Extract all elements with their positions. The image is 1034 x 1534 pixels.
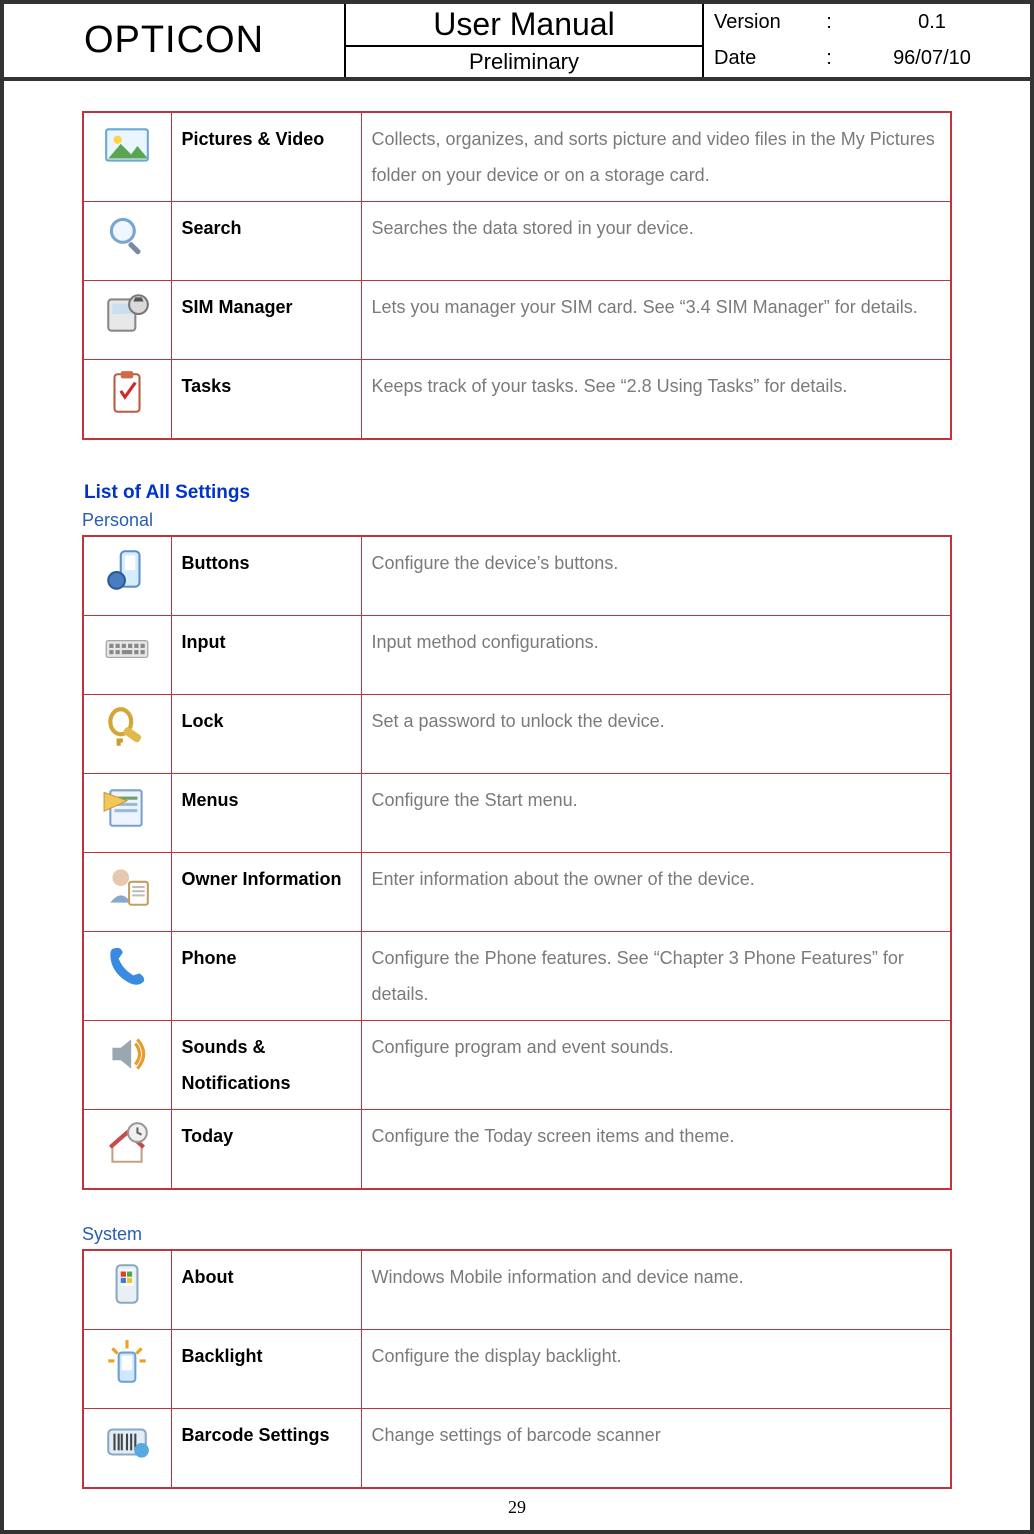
feature-name: About [171, 1250, 361, 1330]
feature-name: Lock [171, 695, 361, 774]
subsection-personal: Personal [82, 510, 952, 531]
date-value: 96/07/10 [844, 47, 1020, 70]
table-row: Buttons Configure the device’s buttons. [83, 536, 951, 616]
feature-name: Menus [171, 774, 361, 853]
section-title-settings: List of All Settings [84, 482, 952, 504]
doc-subtitle: Preliminary [346, 47, 702, 77]
table-row: About Windows Mobile information and dev… [83, 1250, 951, 1330]
table-row: Lock Set a password to unlock the device… [83, 695, 951, 774]
feature-desc: Enter information about the owner of the… [361, 853, 951, 932]
barcode-icon [83, 1409, 171, 1489]
table-row: Today Configure the Today screen items a… [83, 1110, 951, 1190]
version-label: Version [714, 11, 814, 34]
page-number: 29 [4, 1497, 1030, 1518]
personal-table: Buttons Configure the device’s buttons. … [82, 535, 952, 1190]
feature-name: Today [171, 1110, 361, 1190]
table-row: Pictures & Video Collects, organizes, an… [83, 112, 951, 202]
search-icon [83, 202, 171, 281]
brand-name: OPTICON [4, 4, 344, 77]
feature-name: Owner Information [171, 853, 361, 932]
about-icon [83, 1250, 171, 1330]
page-container: OPTICON User Manual Preliminary Version … [0, 0, 1034, 1534]
version-value: 0.1 [844, 11, 1020, 34]
system-table: About Windows Mobile information and dev… [82, 1249, 952, 1489]
version-row: Version : 0.1 [704, 4, 1030, 41]
feature-desc: Lets you manager your SIM card. See “3.4… [361, 281, 951, 360]
doc-title: User Manual [346, 4, 702, 47]
feature-desc: Collects, organizes, and sorts picture a… [361, 112, 951, 202]
menus-icon [83, 774, 171, 853]
colon: : [814, 47, 844, 70]
backlight-icon [83, 1330, 171, 1409]
feature-desc: Input method configurations. [361, 616, 951, 695]
header-meta: Version : 0.1 Date : 96/07/10 [704, 4, 1030, 77]
table-row: Sounds & Notifications Configure program… [83, 1021, 951, 1110]
feature-desc: Configure the Today screen items and the… [361, 1110, 951, 1190]
table-row: Search Searches the data stored in your … [83, 202, 951, 281]
feature-desc: Change settings of barcode scanner [361, 1409, 951, 1489]
table-row: Barcode Settings Change settings of barc… [83, 1409, 951, 1489]
buttons-icon [83, 536, 171, 616]
programs-table: Pictures & Video Collects, organizes, an… [82, 111, 952, 440]
feature-name: Barcode Settings [171, 1409, 361, 1489]
table-row: Backlight Configure the display backligh… [83, 1330, 951, 1409]
input-icon [83, 616, 171, 695]
table-row: Input Input method configurations. [83, 616, 951, 695]
feature-desc: Searches the data stored in your device. [361, 202, 951, 281]
lock-icon [83, 695, 171, 774]
sim-manager-icon [83, 281, 171, 360]
feature-desc: Configure the display backlight. [361, 1330, 951, 1409]
feature-name: Pictures & Video [171, 112, 361, 202]
feature-name: Phone [171, 932, 361, 1021]
table-row: Phone Configure the Phone features. See … [83, 932, 951, 1021]
colon: : [814, 11, 844, 34]
feature-desc: Configure the device’s buttons. [361, 536, 951, 616]
page-content: Pictures & Video Collects, organizes, an… [4, 81, 1030, 1489]
feature-desc: Configure the Phone features. See “Chapt… [361, 932, 951, 1021]
tasks-icon [83, 360, 171, 440]
table-row: Tasks Keeps track of your tasks. See “2.… [83, 360, 951, 440]
feature-desc: Configure program and event sounds. [361, 1021, 951, 1110]
pictures-icon [83, 112, 171, 202]
feature-desc: Set a password to unlock the device. [361, 695, 951, 774]
table-row: Menus Configure the Start menu. [83, 774, 951, 853]
date-label: Date [714, 47, 814, 70]
phone-icon [83, 932, 171, 1021]
feature-desc: Configure the Start menu. [361, 774, 951, 853]
today-icon [83, 1110, 171, 1190]
feature-name: SIM Manager [171, 281, 361, 360]
feature-name: Buttons [171, 536, 361, 616]
feature-name: Search [171, 202, 361, 281]
table-row: SIM Manager Lets you manager your SIM ca… [83, 281, 951, 360]
feature-name: Input [171, 616, 361, 695]
date-row: Date : 96/07/10 [704, 41, 1030, 78]
feature-name: Tasks [171, 360, 361, 440]
feature-name: Sounds & Notifications [171, 1021, 361, 1110]
feature-desc: Keeps track of your tasks. See “2.8 Usin… [361, 360, 951, 440]
owner-info-icon [83, 853, 171, 932]
header-center: User Manual Preliminary [344, 4, 704, 77]
feature-desc: Windows Mobile information and device na… [361, 1250, 951, 1330]
sounds-icon [83, 1021, 171, 1110]
table-row: Owner Information Enter information abou… [83, 853, 951, 932]
feature-name: Backlight [171, 1330, 361, 1409]
page-header: OPTICON User Manual Preliminary Version … [4, 0, 1030, 81]
subsection-system: System [82, 1224, 952, 1245]
